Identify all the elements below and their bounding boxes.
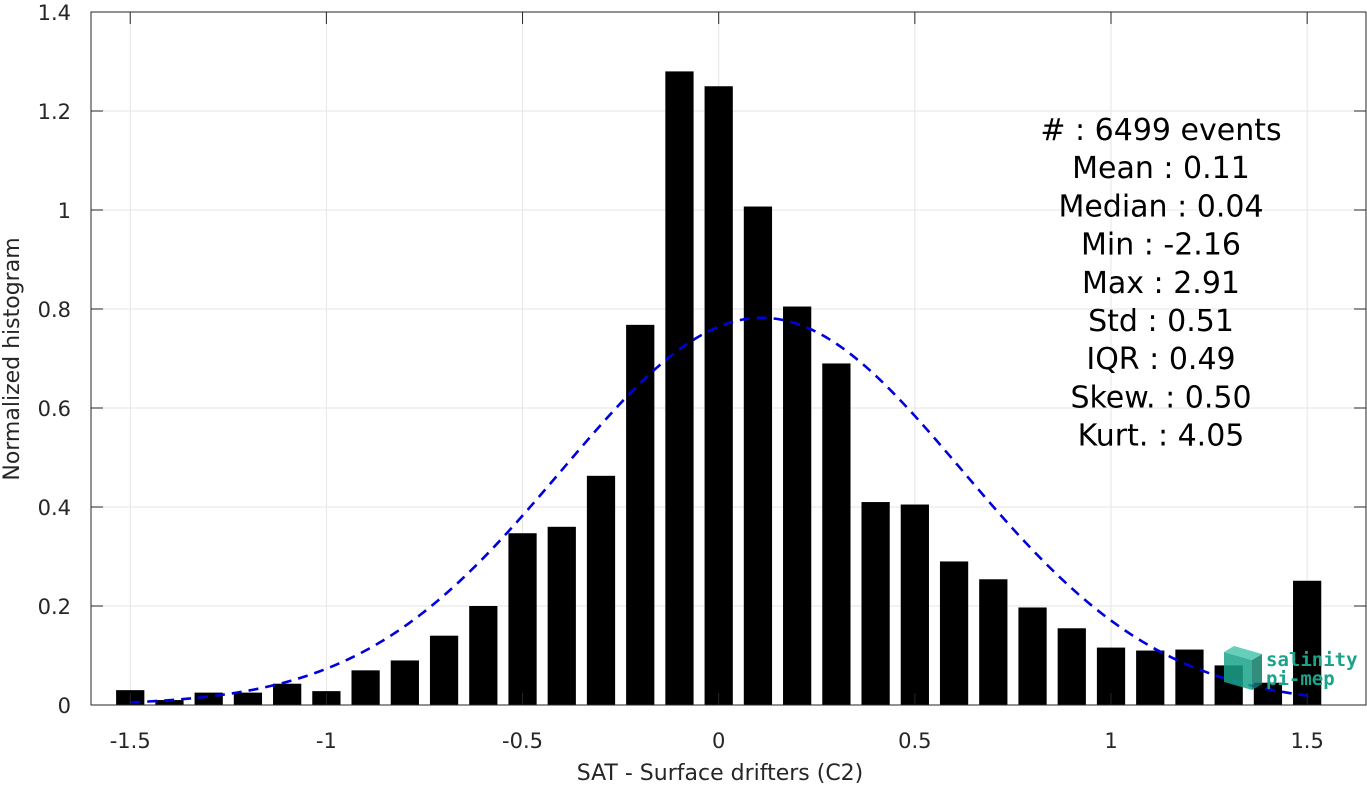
salinity-pi-mep-logo: salinity pi-mep bbox=[1224, 646, 1358, 690]
x-tick-label-4: 0.5 bbox=[898, 729, 931, 753]
stats-line-1: Mean : 0.11 bbox=[1072, 151, 1250, 186]
stats-line-0: # : 6499 events bbox=[1040, 113, 1281, 148]
histogram-bar-26 bbox=[1136, 650, 1165, 705]
y-tick-label-2: 0.4 bbox=[38, 496, 71, 520]
histogram-bar-10 bbox=[508, 533, 537, 705]
tick-labels: -1.5 -1 -0.5 0 0.5 1 1.5 0 0.2 0.4 0.6 0.8 1 1.2 1.4 bbox=[38, 1, 1324, 753]
histogram-bar-4 bbox=[273, 683, 302, 705]
gaussian-fit bbox=[130, 316, 1308, 704]
histogram-bar-6 bbox=[351, 670, 380, 705]
y-tick-label-3: 0.6 bbox=[38, 397, 71, 421]
x-tick-label-3: 0 bbox=[712, 729, 725, 753]
histogram-bar-3 bbox=[233, 692, 263, 705]
histogram-bars bbox=[116, 71, 1322, 705]
histogram-bar-29 bbox=[1253, 682, 1283, 705]
histogram-bar-9 bbox=[469, 606, 498, 705]
histogram-bar-22 bbox=[979, 579, 1008, 705]
stats-line-4: Max : 2.91 bbox=[1082, 266, 1240, 301]
histogram-bar-27 bbox=[1175, 649, 1204, 705]
histogram-bar-23 bbox=[1018, 607, 1047, 705]
x-tick-label-5: 1 bbox=[1104, 729, 1117, 753]
stats-line-3: Min : -2.16 bbox=[1081, 228, 1241, 263]
stats-line-7: Skew. : 0.50 bbox=[1070, 380, 1251, 415]
y-axis-label: Normalized histogram bbox=[0, 237, 25, 480]
histogram-bar-20 bbox=[900, 504, 929, 705]
y-tick-label-6: 1.2 bbox=[38, 100, 71, 124]
histogram-bar-13 bbox=[626, 324, 655, 705]
x-axis-label: SAT - Surface drifters (C2) bbox=[577, 761, 864, 785]
histogram-bar-18 bbox=[822, 363, 851, 705]
histogram-bar-21 bbox=[939, 561, 969, 705]
histogram-bar-1 bbox=[155, 700, 184, 705]
stats-line-6: IQR : 0.49 bbox=[1086, 342, 1235, 377]
salinity-cube-icon bbox=[1224, 646, 1262, 690]
y-tick-label-7: 1.4 bbox=[38, 1, 71, 25]
stats-line-5: Std : 0.51 bbox=[1088, 304, 1234, 339]
histogram-bar-8 bbox=[429, 635, 459, 705]
x-tick-label-6: 1.5 bbox=[1290, 729, 1323, 753]
stats-line-8: Kurt. : 4.05 bbox=[1078, 419, 1245, 454]
histogram-bar-19 bbox=[861, 502, 890, 705]
histogram-bar-7 bbox=[390, 660, 419, 705]
histogram-bar-24 bbox=[1057, 628, 1086, 705]
x-tick-label-2: -0.5 bbox=[502, 729, 543, 753]
axes bbox=[90, 11, 1367, 706]
histogram-bar-12 bbox=[586, 475, 616, 705]
x-tick-label-0: -1.5 bbox=[110, 729, 151, 753]
y-tick-label-5: 1 bbox=[58, 199, 71, 223]
y-tick-label-0: 0 bbox=[58, 694, 71, 718]
x-tick-label-1: -1 bbox=[316, 729, 337, 753]
y-tick-label-4: 0.8 bbox=[38, 298, 71, 322]
logo-line-2: pi-mep bbox=[1266, 668, 1335, 690]
logo-line-1: salinity bbox=[1266, 649, 1358, 671]
histogram-bar-30 bbox=[1293, 580, 1322, 705]
histogram-bar-16 bbox=[743, 206, 773, 705]
stats-line-2: Median : 0.04 bbox=[1058, 189, 1263, 224]
histogram-bar-15 bbox=[704, 86, 733, 705]
axes-box bbox=[90, 11, 1367, 706]
histogram-bar-11 bbox=[547, 526, 576, 705]
y-tick-label-1: 0.2 bbox=[38, 595, 71, 619]
histogram-bar-14 bbox=[665, 71, 694, 705]
gaussian-fit-line bbox=[130, 316, 1308, 704]
histogram-bar-17 bbox=[783, 306, 812, 705]
